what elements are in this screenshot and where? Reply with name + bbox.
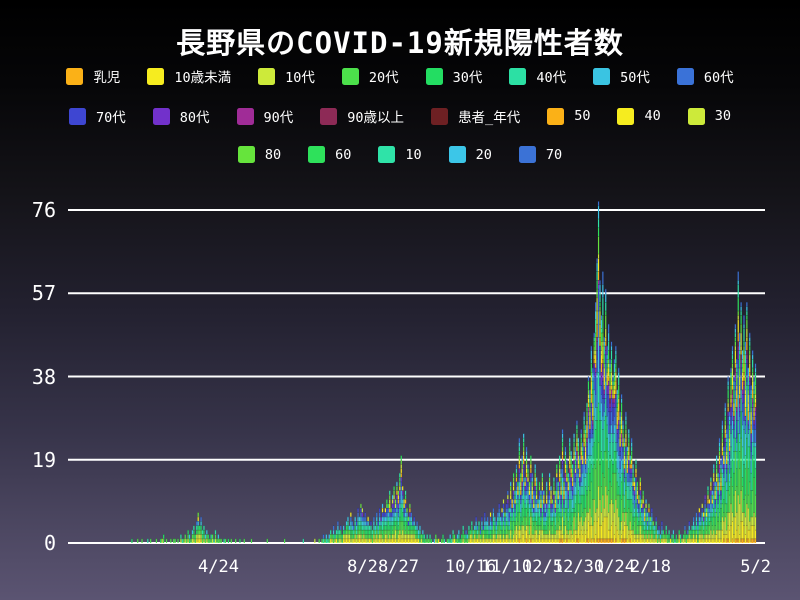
legend-swatch-icon <box>308 146 326 163</box>
legend-row: 乳児 10歳未満 10代 20代 30代 40代 50代 60代 <box>0 66 800 86</box>
legend-item: 30 <box>687 107 731 125</box>
legend-item: 50代 <box>593 66 650 86</box>
legend-item: 乳児 <box>66 66 120 86</box>
y-tick-label: 57 <box>31 281 56 306</box>
legend-item: 10歳未満 <box>147 66 231 86</box>
y-tick-label: 0 <box>43 531 56 555</box>
x-tick-label: 1/24 <box>594 557 635 577</box>
legend-row: 70代 80代 90代 90歳以上 患者_年代 50 40 30 <box>0 106 800 126</box>
y-tick-label: 38 <box>31 364 56 389</box>
legend-label: 50 <box>574 108 591 124</box>
y-tick-label: 19 <box>31 447 56 472</box>
legend-item: 10代 <box>258 66 315 86</box>
legend-label: 10 <box>405 146 422 163</box>
legend-swatch-icon <box>147 67 165 85</box>
legend-label: 10代 <box>285 70 315 86</box>
legend-label: 50代 <box>620 70 650 86</box>
x-tick-label: 8/2 <box>347 557 378 577</box>
legend-swatch-icon <box>425 67 443 85</box>
x-tick-label: 10/16 <box>444 557 497 577</box>
legend-label: 20 <box>475 146 492 163</box>
legend-swatch-icon <box>518 146 536 163</box>
legend-item: 80 <box>237 146 282 163</box>
legend-swatch-icon <box>593 67 611 85</box>
legend-swatch-icon <box>617 107 635 125</box>
legend-item: 40 <box>617 107 661 125</box>
legend-swatch-icon <box>320 107 338 125</box>
legend-swatch-icon <box>378 146 396 163</box>
legend-swatch-icon <box>509 67 527 85</box>
legend-item: 20代 <box>341 66 399 86</box>
legend-label: 20代 <box>368 70 399 86</box>
legend-label: 80代 <box>179 110 210 126</box>
legend-label: 40代 <box>536 70 567 86</box>
legend-swatch-icon <box>66 67 84 85</box>
legend-label: 70代 <box>96 110 126 126</box>
legend-item: 90代 <box>236 106 294 126</box>
legend-swatch-icon <box>152 107 170 125</box>
legend-label: 90歳以上 <box>347 110 405 126</box>
legend-label: 90代 <box>263 110 294 126</box>
legend-swatch-icon <box>547 107 565 125</box>
x-tick-label: 12/5 <box>522 557 563 577</box>
legend-item: 40代 <box>509 66 566 86</box>
legend-item: 50 <box>547 107 591 125</box>
legend-item: 10 <box>378 146 422 163</box>
legend-swatch-icon <box>69 107 86 125</box>
legend-item: 90歳以上 <box>320 106 404 126</box>
legend-swatch-icon <box>676 67 694 85</box>
legend-item: 60 <box>308 146 351 163</box>
legend-label: 60代 <box>703 70 734 86</box>
legend-item: 80代 <box>152 106 210 126</box>
legend-label: 乳児 <box>93 70 121 86</box>
x-tick-label: 12/30 <box>552 557 605 577</box>
legend-label: 70 <box>545 146 563 163</box>
legend-swatch-icon <box>236 107 254 125</box>
legend-item: 60代 <box>676 66 734 86</box>
legend-item: 患者_年代 <box>431 106 520 126</box>
legend: 乳児 10歳未満 10代 20代 30代 40代 50代 60代 70代 80代 90代 90歳以上 患… <box>0 66 800 163</box>
legend-label: 30 <box>714 108 731 124</box>
x-tick-label: 2/18 <box>630 557 671 577</box>
legend-swatch-icon <box>448 146 466 163</box>
legend-label: 40 <box>644 108 661 124</box>
legend-item: 20 <box>448 146 492 163</box>
legend-swatch-icon <box>258 67 276 85</box>
legend-swatch-icon <box>687 107 705 125</box>
x-tick-label: 8/27 <box>378 557 419 577</box>
legend-swatch-icon <box>341 67 359 85</box>
x-tick-label: 11/10 <box>480 557 533 577</box>
legend-label: 患者_年代 <box>458 110 521 126</box>
legend-label: 80 <box>264 146 282 163</box>
x-tick-label: 5/2 <box>740 557 771 577</box>
legend-row: 80 60 10 20 70 <box>0 146 800 163</box>
legend-item: 70 <box>518 146 563 163</box>
legend-item: 30代 <box>425 66 483 86</box>
x-tick-label: 4/24 <box>198 557 239 577</box>
chart-title: 長野県のCOVID-19新規陽性者数 <box>176 26 624 60</box>
y-tick-label: 76 <box>31 198 56 222</box>
legend-label: 10歳未満 <box>174 70 232 86</box>
legend-label: 30代 <box>452 70 483 86</box>
legend-item: 70代 <box>69 106 126 126</box>
legend-swatch-icon <box>237 146 255 163</box>
legend-label: 60 <box>335 146 352 163</box>
legend-swatch-icon <box>431 107 449 125</box>
